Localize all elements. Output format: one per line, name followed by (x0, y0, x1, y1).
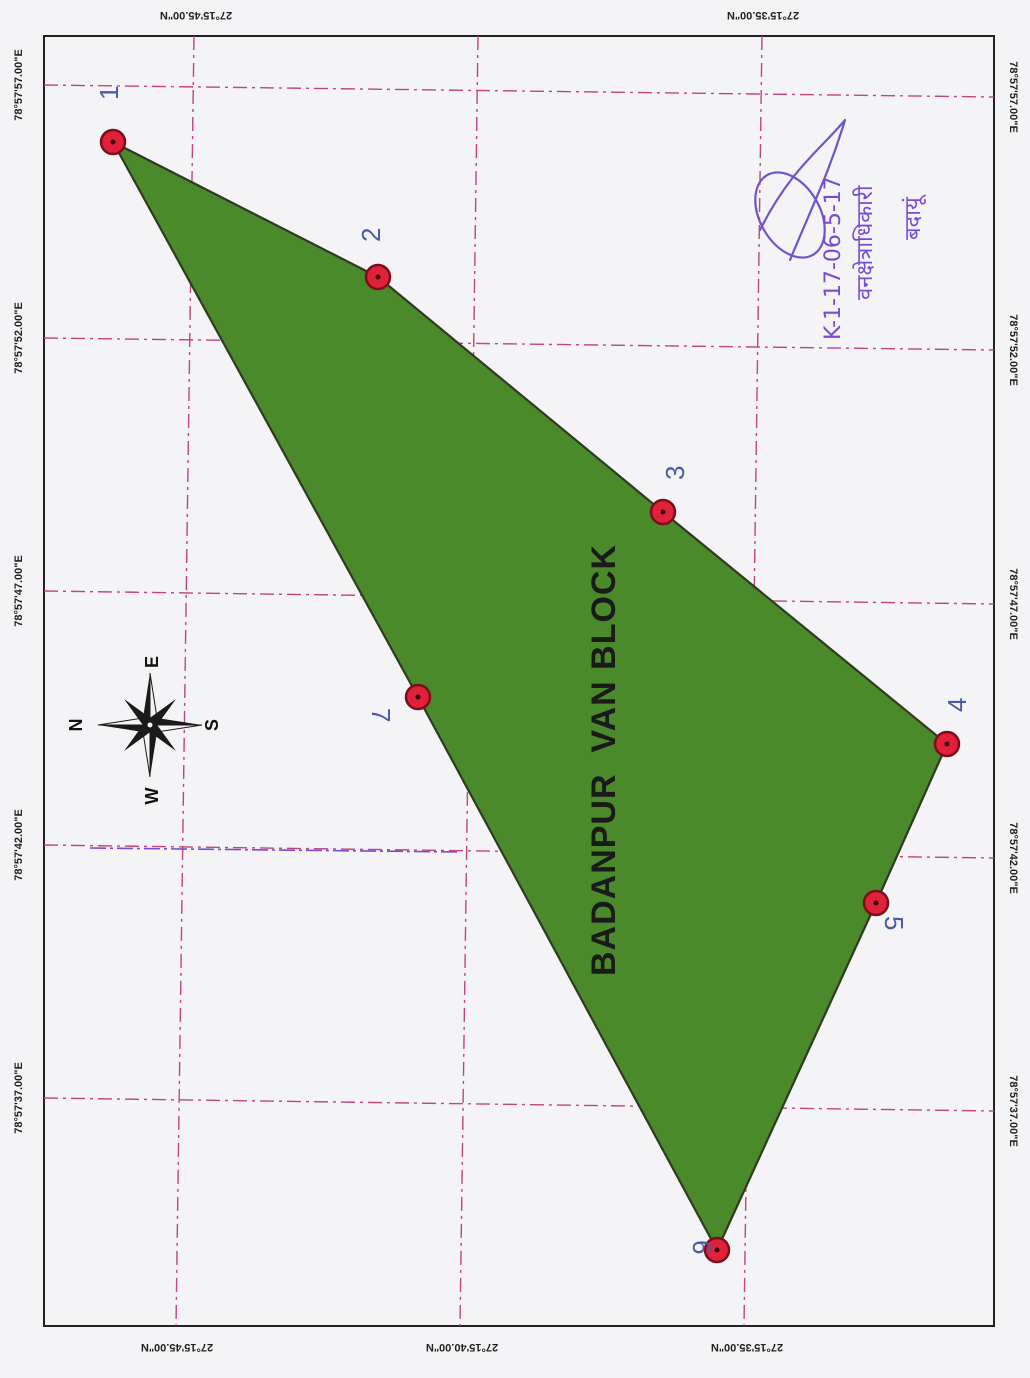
compass-south-label: S (202, 719, 222, 731)
point-label-2: 2 (356, 228, 386, 242)
left-lon-label: 78°57'57.00"E (13, 49, 25, 121)
bottom-lat-label: 27°15'35.00"N (711, 1341, 783, 1353)
signature-stroke (758, 118, 847, 262)
official-signature: K-1-17-06-5-17 वनक्षेत्राधिकारी बदायूं (754, 118, 927, 340)
boundary-marker-3 (649, 498, 677, 526)
point-label-1: 1 (94, 86, 124, 100)
compass-west-label: W (142, 788, 162, 805)
point-label-4: 4 (942, 698, 972, 712)
right-lon-label: 78°57'42.00"E (1007, 822, 1019, 894)
boundary-markers (99, 128, 961, 1264)
point-label-3: 3 (660, 466, 690, 480)
left-lon-label: 78°57'47.00"E (13, 555, 25, 627)
block-name-label: BADANPUR VAN BLOCK (585, 544, 623, 976)
bottom-lat-label: 27°15'40.00"N (426, 1341, 498, 1353)
left-lon-label: 78°57'37.00"E (13, 1062, 25, 1134)
signature-line-2: बदायूं (901, 194, 927, 240)
bottom-lat-label: 27°15'45.00"N (141, 1341, 213, 1353)
right-lon-label: 78°57'47.00"E (1007, 568, 1019, 640)
boundary-marker-2 (364, 263, 392, 291)
van-block-polygon (111, 140, 949, 1252)
boundary-marker-5 (862, 889, 890, 917)
signature-line-1: वनक्षेत्राधिकारी (852, 185, 878, 300)
grid-line (43, 1097, 995, 1112)
compass-north-label: N (66, 719, 86, 732)
boundary-marker-1 (99, 128, 127, 156)
right-lon-label: 78°57'52.00"E (1007, 314, 1019, 386)
top-lat-label: 27°15'45.00"N (160, 9, 232, 21)
point-label-6: 6 (687, 1240, 717, 1254)
point-label-5: 5 (879, 916, 909, 930)
right-lon-label: 78°57'57.00"E (1007, 61, 1019, 133)
grid-line (43, 337, 995, 351)
top-lat-label: 27°15'35.00"N (727, 9, 799, 21)
grid-line (43, 590, 995, 605)
grid-line (89, 847, 461, 853)
boundary-marker-6 (703, 1236, 731, 1264)
signature-date: K-1-17-06-5-17 (821, 176, 846, 340)
grid-line (43, 84, 995, 98)
boundary-marker-7 (404, 683, 432, 711)
left-lon-label: 78°57'52.00"E (13, 302, 25, 374)
compass-east-label: E (142, 656, 162, 668)
point-label-7: 7 (366, 708, 396, 722)
right-lon-label: 78°57'37.00"E (1007, 1075, 1019, 1147)
boundary-marker-4 (933, 730, 961, 758)
compass-rose-icon (97, 672, 203, 778)
left-lon-label: 78°57'42.00"E (13, 809, 25, 881)
map-frame (43, 35, 995, 1327)
